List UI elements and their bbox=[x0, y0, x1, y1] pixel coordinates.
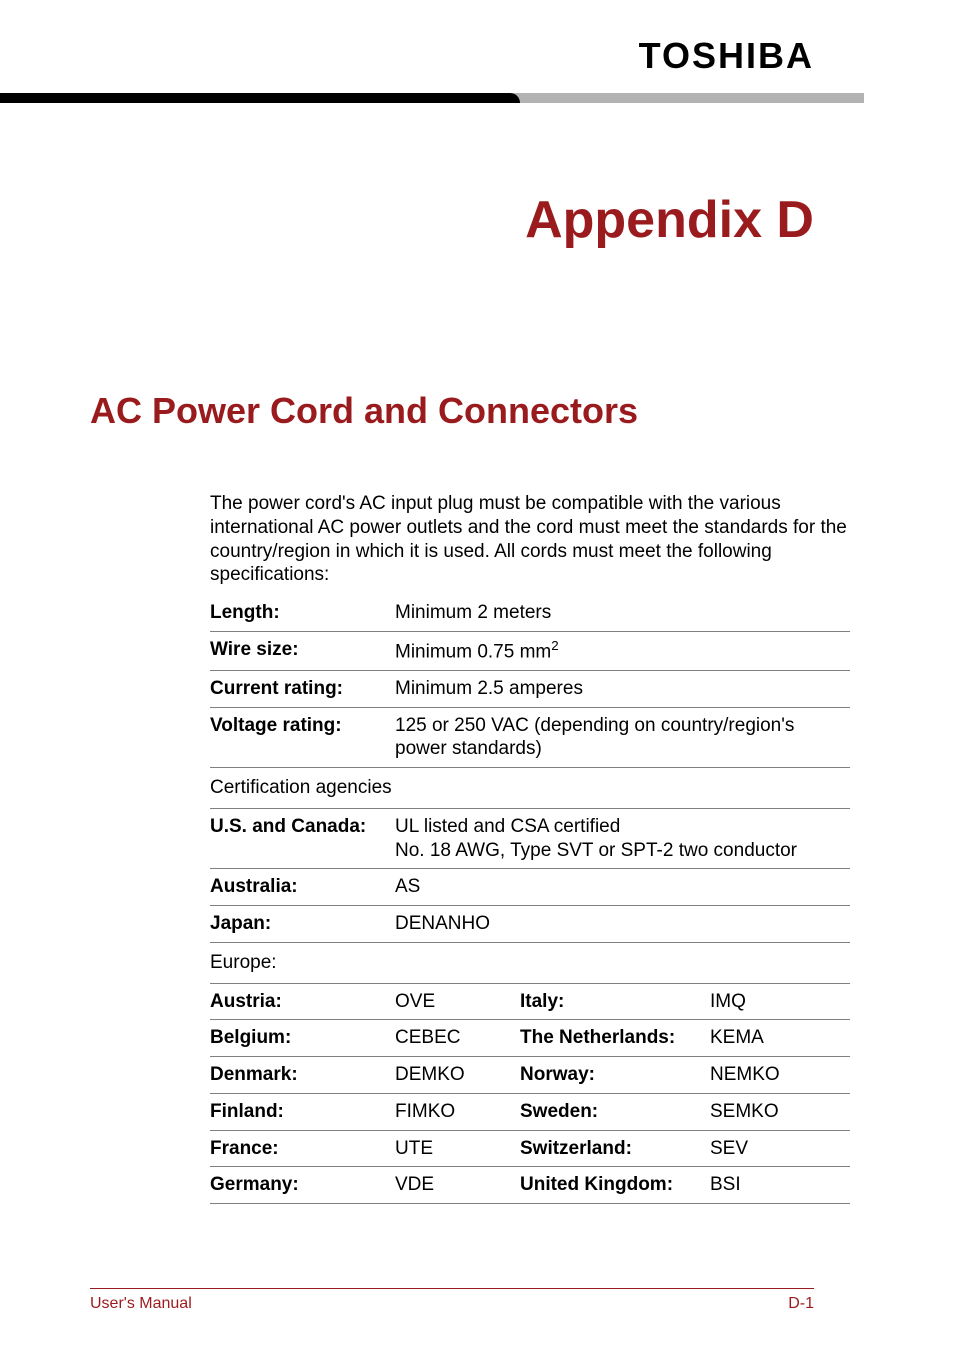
intro-paragraph: The power cord's AC input plug must be c… bbox=[210, 492, 850, 587]
spec-value: 125 or 250 VAC (depending on country/reg… bbox=[395, 707, 850, 768]
euro-country-label: The Netherlands: bbox=[520, 1020, 710, 1057]
footer-right: D-1 bbox=[788, 1295, 814, 1313]
euro-agency-value: IMQ bbox=[710, 984, 850, 1020]
page-header: TOSHIBA bbox=[90, 35, 864, 100]
euro-country-label: Norway: bbox=[520, 1057, 710, 1094]
table-row: Japan:DENANHO bbox=[210, 906, 850, 943]
euro-country-label: Austria: bbox=[210, 984, 395, 1020]
euro-country-label: Italy: bbox=[520, 984, 710, 1020]
euro-country-label: Switzerland: bbox=[520, 1130, 710, 1167]
cert-label: U.S. and Canada: bbox=[210, 809, 395, 869]
euro-agency-value: KEMA bbox=[710, 1020, 850, 1057]
euro-country-label: United Kingdom: bbox=[520, 1167, 710, 1204]
euro-agency-value: SEV bbox=[710, 1130, 850, 1167]
page-footer: User's Manual D-1 bbox=[90, 1288, 814, 1313]
table-row: Belgium:CEBECThe Netherlands:KEMA bbox=[210, 1020, 850, 1057]
table-row: U.S. and Canada:UL listed and CSA certif… bbox=[210, 809, 850, 869]
table-row: Wire size:Minimum 0.75 mm2 bbox=[210, 631, 850, 670]
euro-country-label: Finland: bbox=[210, 1093, 395, 1130]
euro-agency-value: NEMKO bbox=[710, 1057, 850, 1094]
spec-table: Length:Minimum 2 metersWire size:Minimum… bbox=[210, 595, 850, 768]
euro-agency-value: BSI bbox=[710, 1167, 850, 1204]
europe-table: Austria:OVEItaly:IMQBelgium:CEBECThe Net… bbox=[210, 984, 850, 1205]
euro-agency-value: CEBEC bbox=[395, 1020, 520, 1057]
table-row: Finland:FIMKOSweden:SEMKO bbox=[210, 1093, 850, 1130]
footer-left: User's Manual bbox=[90, 1295, 192, 1313]
brand-logo: TOSHIBA bbox=[639, 35, 814, 77]
euro-country-label: Sweden: bbox=[520, 1093, 710, 1130]
section-title: AC Power Cord and Connectors bbox=[90, 390, 864, 432]
euro-agency-value: DEMKO bbox=[395, 1057, 520, 1094]
spec-label: Wire size: bbox=[210, 631, 395, 670]
table-row: Voltage rating:125 or 250 VAC (depending… bbox=[210, 707, 850, 768]
euro-agency-value: OVE bbox=[395, 984, 520, 1020]
euro-country-label: Denmark: bbox=[210, 1057, 395, 1094]
table-row: Length:Minimum 2 meters bbox=[210, 595, 850, 631]
cert-value: UL listed and CSA certified No. 18 AWG, … bbox=[395, 809, 850, 869]
cert-label: Japan: bbox=[210, 906, 395, 943]
table-row: Germany:VDEUnited Kingdom:BSI bbox=[210, 1167, 850, 1204]
euro-country-label: Germany: bbox=[210, 1167, 395, 1204]
table-row: Austria:OVEItaly:IMQ bbox=[210, 984, 850, 1020]
euro-agency-value: SEMKO bbox=[710, 1093, 850, 1130]
cert-value: AS bbox=[395, 869, 850, 906]
spec-label: Voltage rating: bbox=[210, 707, 395, 768]
spec-value: Minimum 0.75 mm2 bbox=[395, 631, 850, 670]
euro-agency-value: VDE bbox=[395, 1167, 520, 1204]
content-body: The power cord's AC input plug must be c… bbox=[210, 492, 850, 1204]
europe-header: Europe: bbox=[210, 943, 850, 984]
table-row: Denmark:DEMKONorway:NEMKO bbox=[210, 1057, 850, 1094]
euro-agency-value: FIMKO bbox=[395, 1093, 520, 1130]
euro-agency-value: UTE bbox=[395, 1130, 520, 1167]
spec-label: Current rating: bbox=[210, 670, 395, 707]
cert-table: U.S. and Canada:UL listed and CSA certif… bbox=[210, 809, 850, 943]
table-row: Current rating:Minimum 2.5 amperes bbox=[210, 670, 850, 707]
spec-value: Minimum 2 meters bbox=[395, 595, 850, 631]
spec-label: Length: bbox=[210, 595, 395, 631]
spec-value: Minimum 2.5 amperes bbox=[395, 670, 850, 707]
euro-country-label: France: bbox=[210, 1130, 395, 1167]
appendix-title: Appendix D bbox=[90, 190, 864, 250]
table-row: France:UTESwitzerland:SEV bbox=[210, 1130, 850, 1167]
cert-agencies-header: Certification agencies bbox=[210, 768, 850, 809]
euro-country-label: Belgium: bbox=[210, 1020, 395, 1057]
cert-value: DENANHO bbox=[395, 906, 850, 943]
header-rule bbox=[90, 93, 864, 103]
cert-label: Australia: bbox=[210, 869, 395, 906]
table-row: Australia:AS bbox=[210, 869, 850, 906]
